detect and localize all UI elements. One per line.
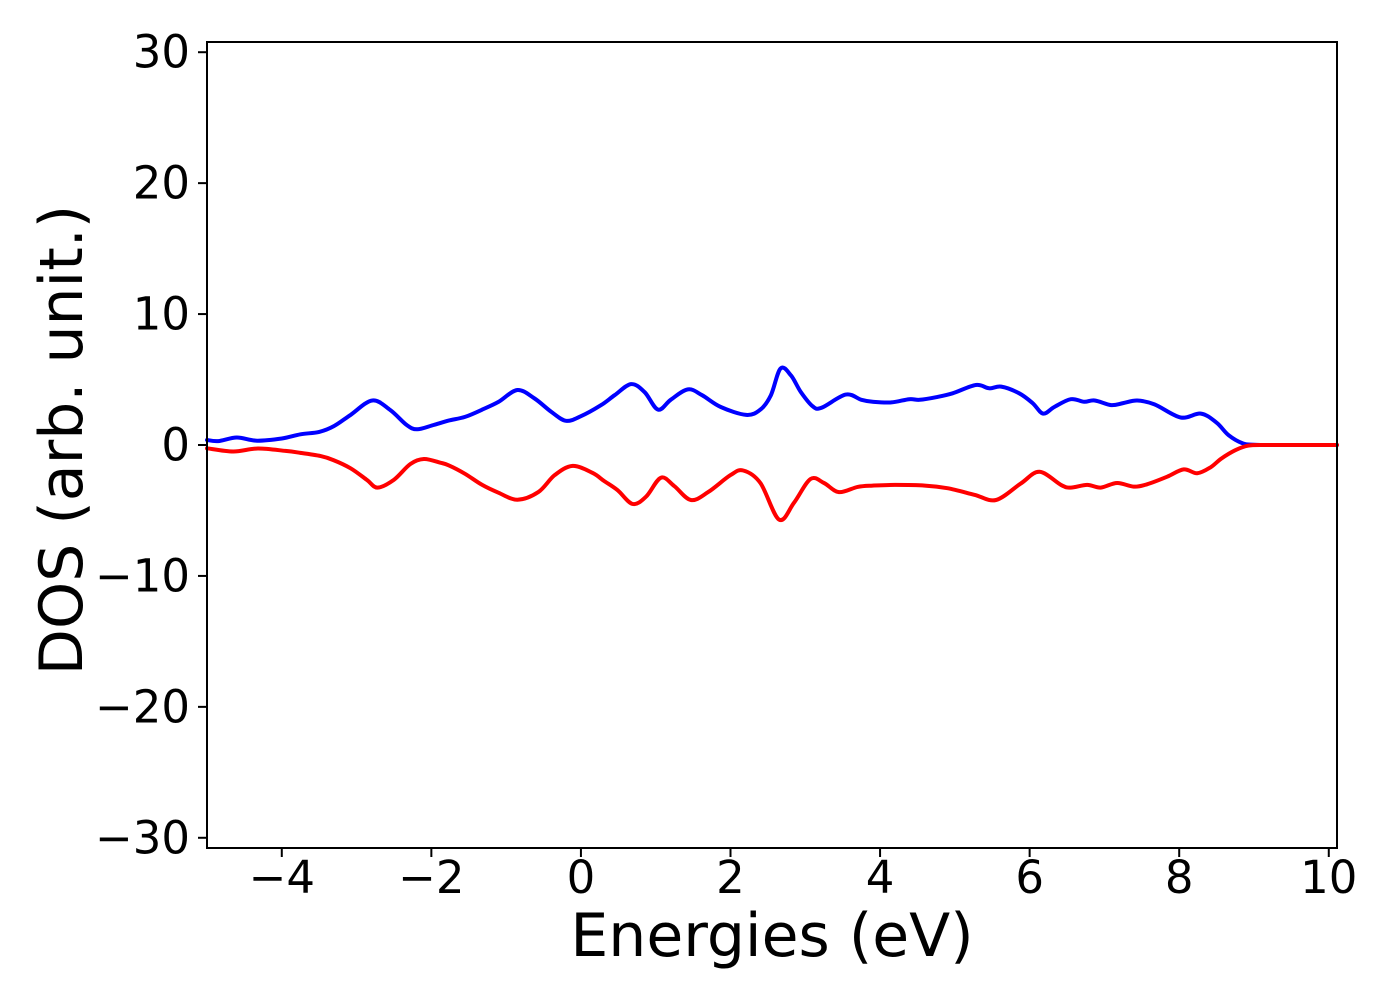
x-tick-label: 6 [1015, 851, 1044, 904]
axes-frame [206, 41, 1338, 849]
y-tick-label: −10 [95, 549, 190, 602]
x-tick-label: 2 [716, 851, 745, 904]
x-tick-label: −4 [249, 851, 315, 904]
x-tick-label: −2 [398, 851, 464, 904]
y-tick-label: 30 [133, 26, 190, 79]
blue-curve [205, 365, 1339, 447]
x-axis-title: Energies (eV) [570, 901, 973, 971]
y-axis-title: DOS (arb. unit.) [27, 205, 97, 675]
y-tick-label: −20 [95, 680, 190, 733]
x-tick-label: 10 [1300, 851, 1357, 904]
y-tick-label: −30 [95, 811, 190, 864]
x-tick-label: 4 [866, 851, 895, 904]
y-tick-label: 0 [161, 419, 190, 472]
y-tick-label: 20 [133, 157, 190, 210]
y-tick-label: 10 [133, 288, 190, 341]
x-tick-label: 0 [567, 851, 596, 904]
x-tick-label: 8 [1165, 851, 1194, 904]
red-curve [205, 442, 1339, 523]
